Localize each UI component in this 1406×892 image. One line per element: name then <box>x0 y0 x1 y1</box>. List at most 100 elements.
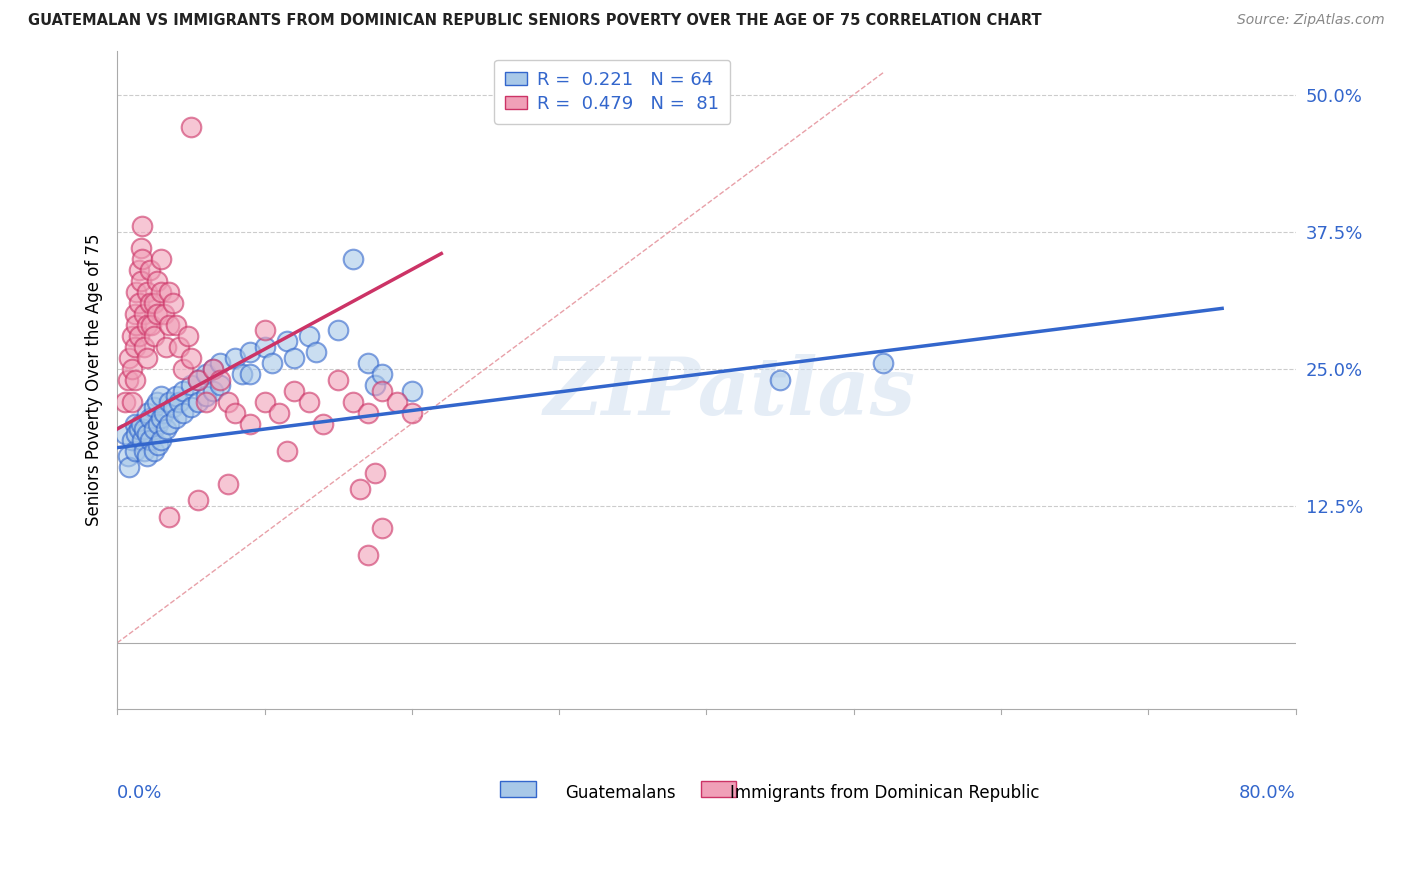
FancyBboxPatch shape <box>501 781 536 797</box>
Point <box>177 328 200 343</box>
Point <box>239 345 262 359</box>
Point <box>401 406 423 420</box>
Text: GUATEMALAN VS IMMIGRANTS FROM DOMINICAN REPUBLIC SENIORS POVERTY OVER THE AGE OF: GUATEMALAN VS IMMIGRANTS FROM DOMINICAN … <box>28 13 1042 29</box>
Point <box>356 406 378 420</box>
Point <box>187 394 209 409</box>
Point <box>187 493 209 508</box>
Point <box>118 351 141 365</box>
Point <box>173 384 195 398</box>
Point <box>131 219 153 234</box>
Point <box>157 394 180 409</box>
Point <box>157 285 180 299</box>
Point <box>135 318 157 332</box>
Point <box>153 406 176 420</box>
Point <box>121 433 143 447</box>
Point <box>135 406 157 420</box>
Point <box>201 361 224 376</box>
Point <box>131 252 153 266</box>
Point <box>231 367 253 381</box>
Point <box>165 318 187 332</box>
Point <box>173 406 195 420</box>
Point <box>157 509 180 524</box>
Point <box>132 444 155 458</box>
Point <box>150 411 173 425</box>
Point <box>165 389 187 403</box>
Text: Immigrants from Dominican Republic: Immigrants from Dominican Republic <box>730 784 1039 802</box>
Point <box>150 285 173 299</box>
Point <box>143 444 166 458</box>
Point <box>117 450 139 464</box>
Text: ZIPatlas: ZIPatlas <box>544 354 917 432</box>
Point <box>143 400 166 414</box>
Point <box>364 378 387 392</box>
Point <box>276 444 298 458</box>
Point <box>239 367 262 381</box>
Point <box>167 394 190 409</box>
Point <box>138 263 160 277</box>
Point <box>135 351 157 365</box>
Point <box>153 307 176 321</box>
Point <box>128 296 150 310</box>
Point <box>131 433 153 447</box>
Point <box>209 378 232 392</box>
Point <box>132 422 155 436</box>
Point <box>180 120 202 135</box>
Legend: R =  0.221   N = 64, R =  0.479   N =  81: R = 0.221 N = 64, R = 0.479 N = 81 <box>494 60 730 124</box>
Point <box>180 378 202 392</box>
Point <box>260 356 283 370</box>
Point <box>143 296 166 310</box>
Point <box>194 367 217 381</box>
Point <box>312 417 335 431</box>
Point <box>371 521 394 535</box>
Point <box>121 394 143 409</box>
Point <box>194 394 217 409</box>
Point <box>121 361 143 376</box>
Point <box>132 340 155 354</box>
Point <box>769 373 792 387</box>
Point <box>194 389 217 403</box>
Point <box>180 351 202 365</box>
Point <box>201 384 224 398</box>
Point <box>135 427 157 442</box>
Point <box>155 340 177 354</box>
Point <box>125 318 148 332</box>
Point <box>138 296 160 310</box>
Point <box>146 274 169 288</box>
Point <box>298 394 321 409</box>
Point <box>269 406 291 420</box>
Point <box>224 351 246 365</box>
Point <box>283 384 305 398</box>
FancyBboxPatch shape <box>700 781 735 797</box>
Point <box>173 361 195 376</box>
Point <box>157 318 180 332</box>
Point <box>114 427 136 442</box>
Point <box>253 394 276 409</box>
Point <box>118 460 141 475</box>
Point <box>276 334 298 349</box>
Point <box>371 384 394 398</box>
Point <box>148 417 170 431</box>
Point <box>342 252 364 266</box>
Point <box>114 394 136 409</box>
Point <box>143 422 166 436</box>
Point <box>125 285 148 299</box>
Point <box>128 422 150 436</box>
Point <box>135 450 157 464</box>
Point <box>150 433 173 447</box>
Point <box>150 389 173 403</box>
Point <box>364 466 387 480</box>
Point <box>139 318 162 332</box>
Point <box>124 373 146 387</box>
Point <box>117 373 139 387</box>
Point <box>129 417 152 431</box>
Point <box>128 263 150 277</box>
Point <box>328 323 350 337</box>
Text: 0.0%: 0.0% <box>117 784 163 802</box>
Point <box>187 373 209 387</box>
Point <box>224 406 246 420</box>
Text: Source: ZipAtlas.com: Source: ZipAtlas.com <box>1237 13 1385 28</box>
Point <box>283 351 305 365</box>
Point <box>124 307 146 321</box>
Point <box>125 427 148 442</box>
Point <box>305 345 328 359</box>
